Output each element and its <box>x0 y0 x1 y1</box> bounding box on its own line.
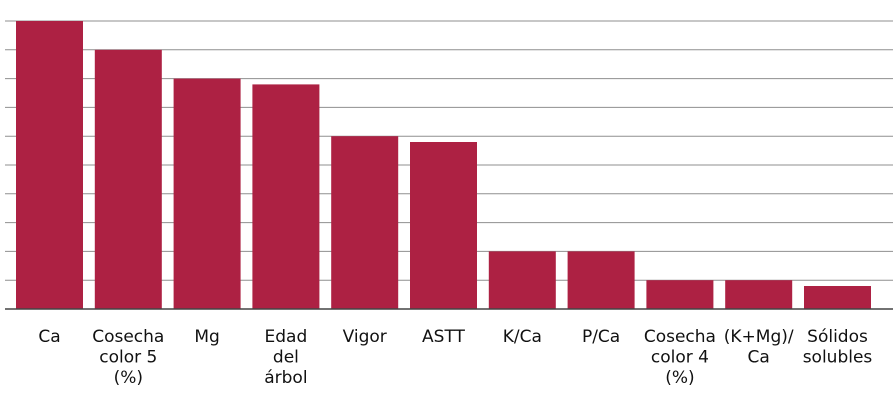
bar <box>252 84 320 310</box>
tick-label: ASTT <box>422 327 466 347</box>
tick-label-line: Vigor <box>343 327 387 347</box>
bar <box>488 251 556 309</box>
tick-label-line: solubles <box>803 348 873 368</box>
tick-label-line: (K+Mg)/ <box>724 327 794 347</box>
tick-label-line: color 4 <box>651 348 709 368</box>
tick-label-line: K/Ca <box>503 327 542 347</box>
tick-label: Edad del árbol <box>264 327 307 388</box>
bar <box>331 136 399 309</box>
bar <box>173 78 241 309</box>
bar <box>410 142 477 309</box>
tick-label: Mg <box>194 327 219 347</box>
tick-label-line: árbol <box>264 368 307 388</box>
tick-label-line: Cosecha <box>644 327 716 347</box>
tick-label: Cosecha color 4 (%) <box>644 327 716 388</box>
bar <box>16 21 83 309</box>
tick-label-line: Cosecha <box>92 327 164 347</box>
tick-label-line: Ca <box>38 327 60 347</box>
bar <box>725 280 793 309</box>
tick-label: Vigor <box>343 327 387 347</box>
tick-label-line: Ca <box>748 348 770 368</box>
tick-label: K/Ca <box>503 327 542 347</box>
tick-label-line: ASTT <box>422 327 466 347</box>
bars <box>16 21 871 310</box>
bar <box>646 280 714 309</box>
tick-label: P/Ca <box>582 327 620 347</box>
tick-label-line: Sólidos <box>807 327 868 347</box>
tick-label-line: Edad <box>265 327 308 347</box>
tick-label: Cosecha color 5 (%) <box>92 327 164 388</box>
tick-label: Sólidos solubles <box>803 327 873 368</box>
tick-label-line: del <box>273 348 299 368</box>
bar <box>567 251 635 309</box>
tick-label-line: (%) <box>114 368 143 388</box>
tick-label-line: (%) <box>665 368 694 388</box>
bar <box>94 49 162 310</box>
tick-label-line: P/Ca <box>582 327 620 347</box>
bar <box>804 286 871 309</box>
tick-label-line: Mg <box>194 327 219 347</box>
tick-label: Ca <box>38 327 60 347</box>
tick-label-line: color 5 <box>99 348 157 368</box>
tick-label: (K+Mg)/Ca <box>724 327 794 368</box>
